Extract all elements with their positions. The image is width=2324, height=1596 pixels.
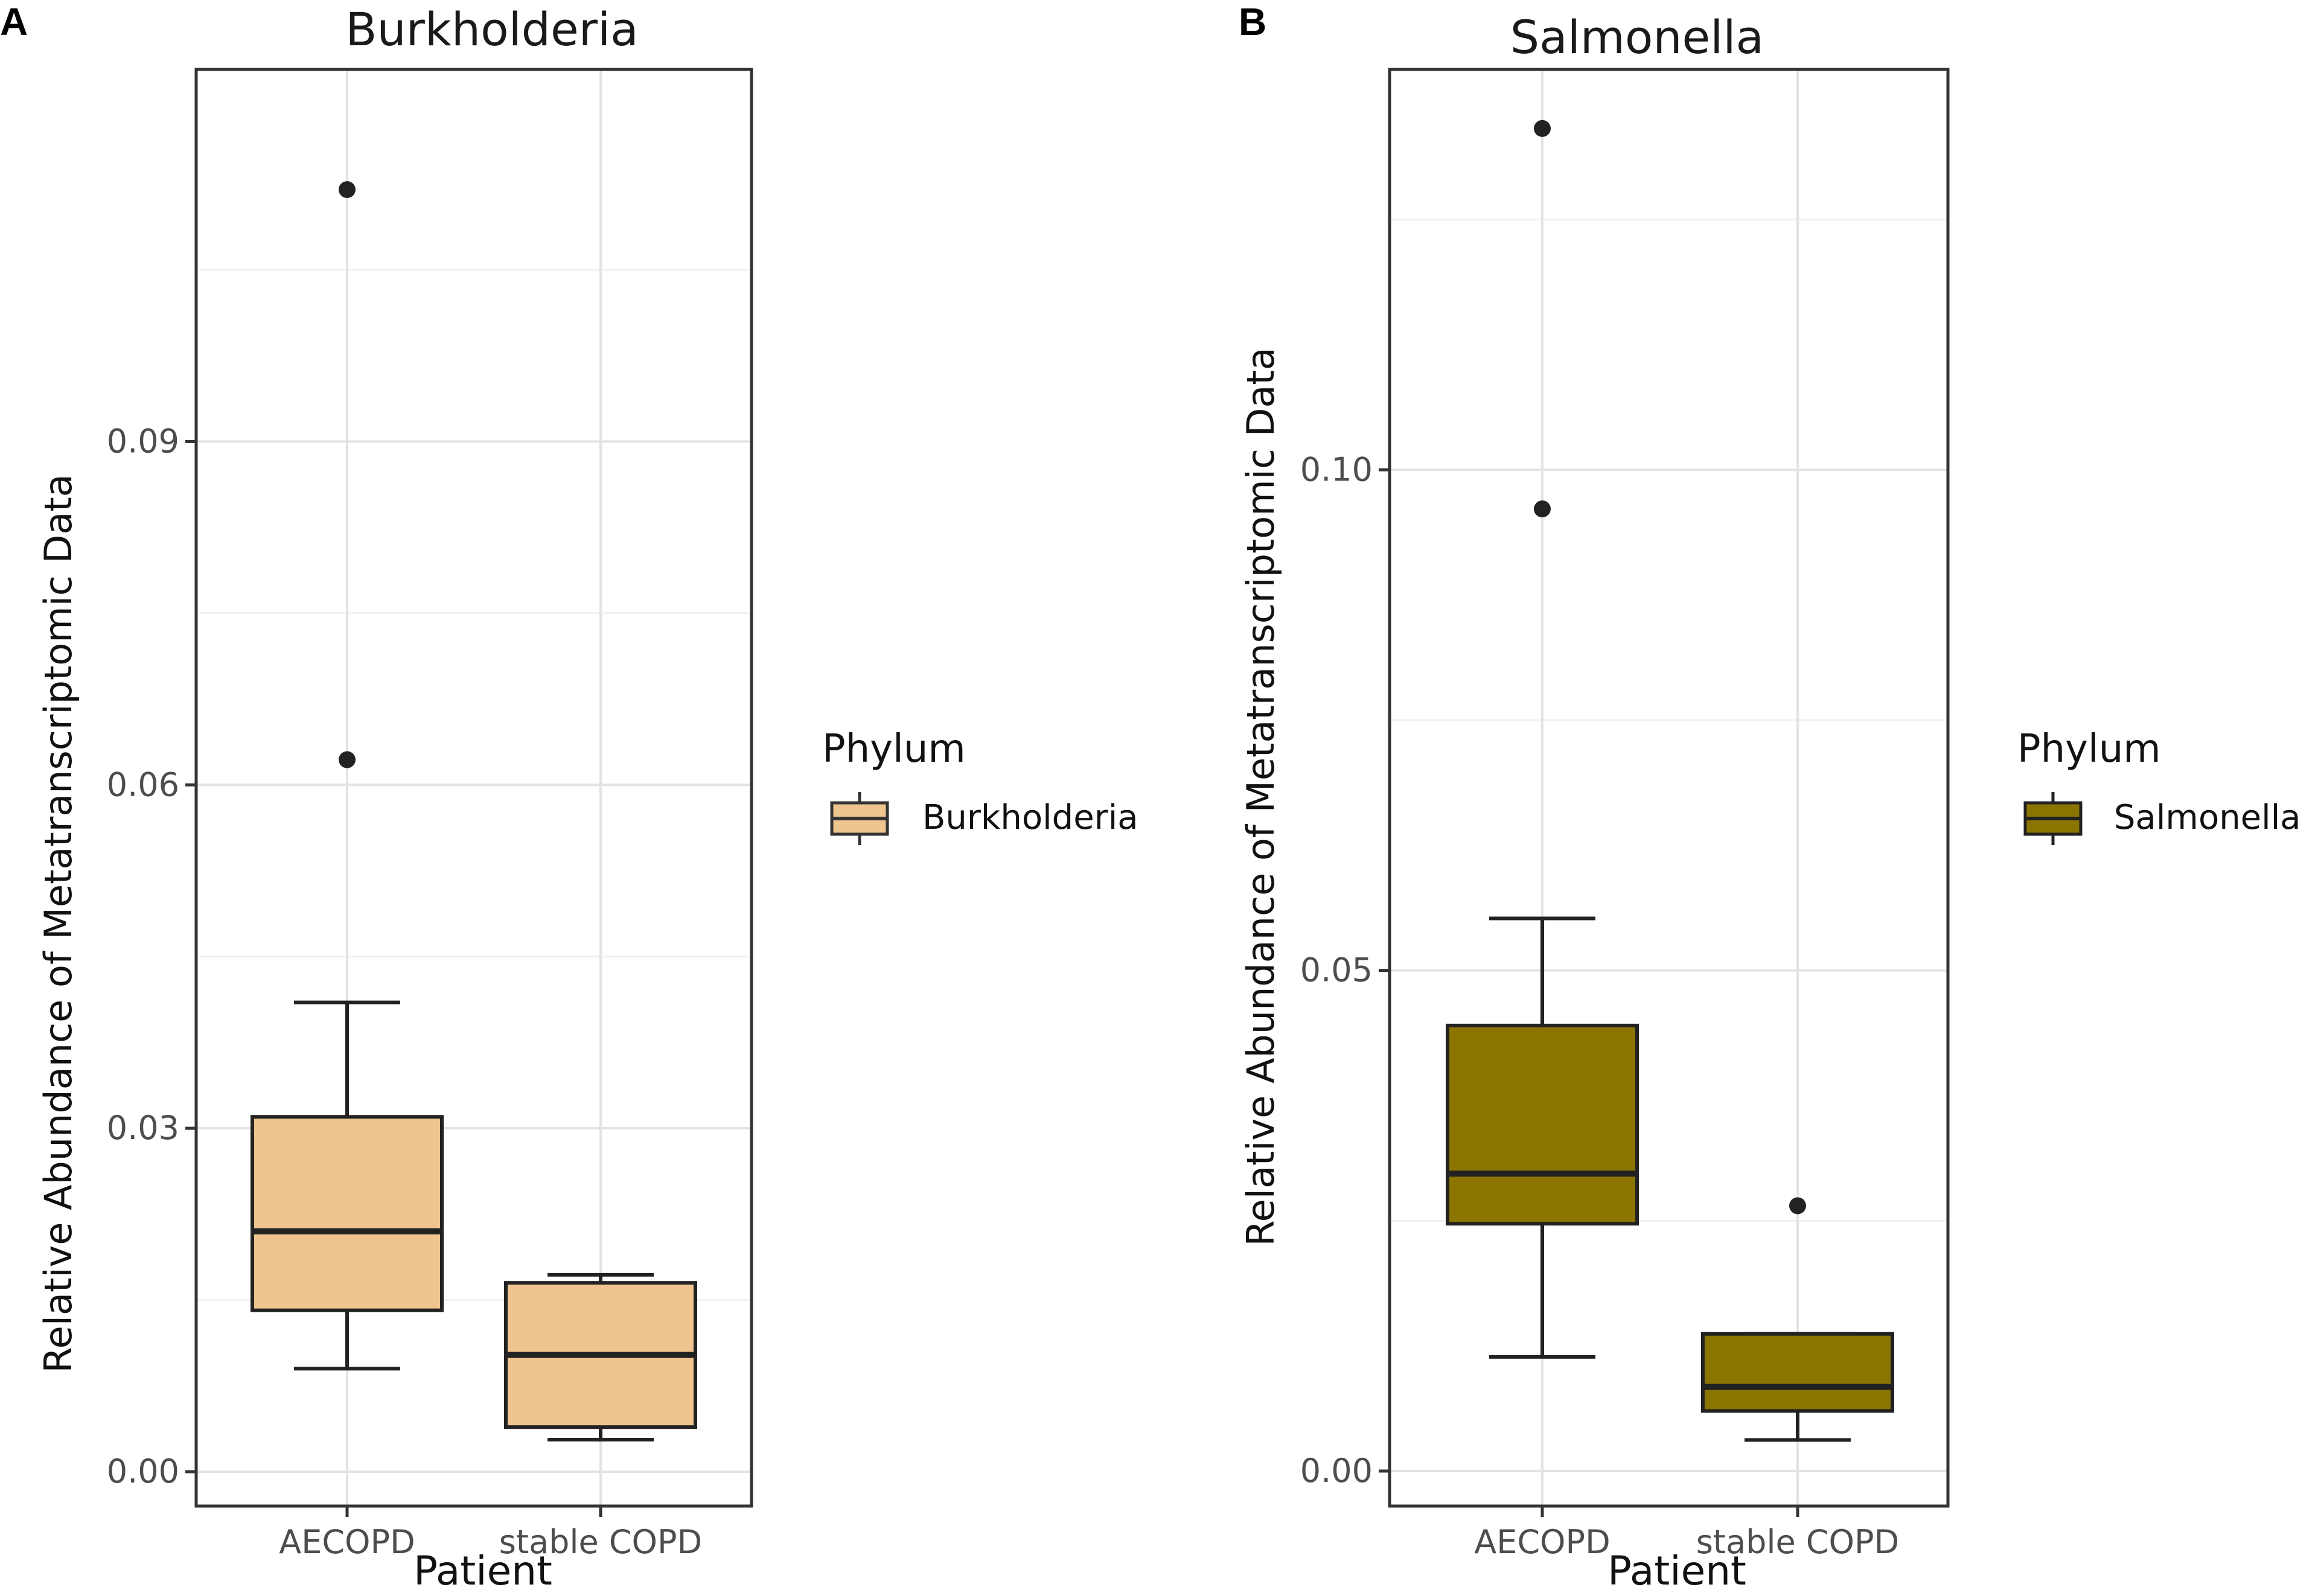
legend-title-a: Phylum	[822, 727, 966, 771]
y-tick-label: 0.06	[107, 765, 179, 803]
box-aecopd-b	[1446, 120, 1639, 1359]
box-iqr	[1701, 1332, 1894, 1413]
y-tick-label: 0.05	[1300, 951, 1373, 989]
plot-frame-b	[1388, 68, 1950, 1508]
legend-key-a	[830, 792, 889, 845]
outlier-point	[1789, 1197, 1806, 1215]
box-iqr	[1446, 1023, 1639, 1226]
y-tick-label: 0.09	[107, 422, 179, 460]
outlier-point	[1534, 120, 1551, 137]
box-stable-copd-b	[1701, 1197, 1894, 1442]
y-tick-label: 0.00	[107, 1452, 179, 1490]
grid-a	[196, 69, 752, 1506]
panel-a: A Burkholderia 0.00 0.03 0.06 0.09 AECOPD st…	[0, 0, 1138, 1594]
chart-title-b: Salmonella	[1510, 10, 1764, 64]
outlier-point	[339, 751, 356, 768]
y-tick-label: 0.10	[1300, 450, 1373, 488]
y-axis-label-a: Relative Abundance of Metatranscriptomic…	[36, 474, 80, 1373]
y-axis-ticks-b: 0.00 0.05 0.10	[1300, 450, 1390, 1490]
box-aecopd-a	[251, 181, 444, 1371]
panel-letter-a: A	[0, 0, 28, 43]
y-axis-ticks-a: 0.00 0.03 0.06 0.09	[107, 422, 196, 1490]
panel-letter-b: B	[1239, 0, 1266, 43]
legend-b: Phylum Salmonella	[2017, 727, 2301, 845]
x-tick-label: stable COPD	[1696, 1523, 1899, 1561]
x-axis-label-a: Patient	[413, 1548, 552, 1594]
outlier-point	[1534, 500, 1551, 518]
x-axis-ticks-a: AECOPD stable COPD	[279, 1506, 702, 1561]
chart-title-a: Burkholderia	[345, 2, 638, 56]
x-tick-label: AECOPD	[279, 1523, 415, 1561]
y-axis-label-b: Relative Abundance of Metatranscriptomic…	[1239, 347, 1283, 1246]
legend-a: Phylum Burkholderia	[822, 727, 1138, 845]
y-tick-label: 0.00	[1300, 1452, 1373, 1490]
legend-key-b	[2023, 792, 2083, 845]
boxes-b	[1446, 120, 1894, 1442]
boxes-a	[251, 181, 697, 1442]
y-tick-label: 0.03	[107, 1109, 179, 1147]
x-axis-ticks-b: AECOPD stable COPD	[1474, 1506, 1899, 1561]
plot-frame-a	[194, 68, 753, 1508]
x-tick-label: stable COPD	[499, 1523, 702, 1561]
box-stable-copd-a	[504, 1272, 697, 1442]
outlier-point	[339, 181, 356, 199]
legend-title-b: Phylum	[2017, 727, 2161, 771]
x-tick-label: AECOPD	[1474, 1523, 1610, 1561]
box-iqr	[251, 1115, 444, 1312]
panel-b: B Salmonella 0.00 0.05 0.10 AECOPD stable C…	[1239, 0, 2301, 1594]
legend-entry-salmonella: Salmonella	[2114, 798, 2301, 837]
x-axis-label-b: Patient	[1607, 1548, 1746, 1594]
legend-entry-burkholderia: Burkholderia	[922, 798, 1138, 837]
